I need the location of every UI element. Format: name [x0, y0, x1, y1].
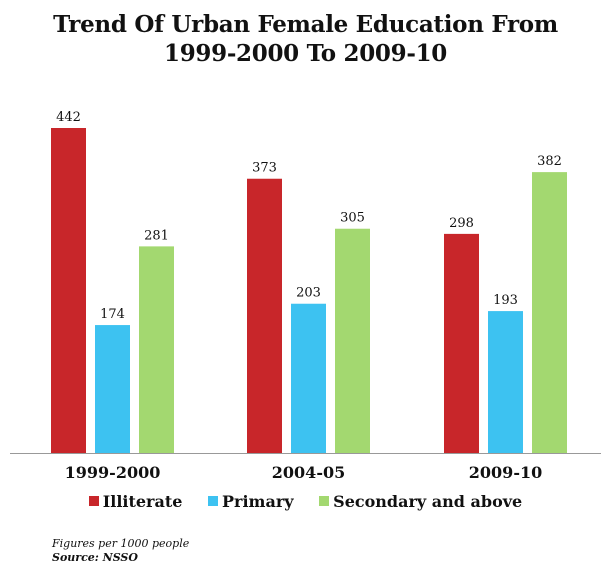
bar-illiterate-1	[51, 128, 86, 453]
bar-secondary-1	[139, 246, 174, 453]
data-label-primary-1: 174	[100, 307, 125, 322]
chart-legend: Illiterate Primary Secondary and above	[0, 492, 611, 511]
bar-secondary-3	[532, 172, 567, 453]
category-label-2: 2004-05	[272, 463, 345, 480]
data-label-illiterate-3: 298	[449, 216, 474, 231]
chart-notes: Figures per 1000 people Source: NSSO	[52, 537, 189, 565]
data-label-secondary-1: 281	[144, 228, 169, 243]
bar-illiterate-3	[444, 233, 479, 453]
bar-primary-1	[95, 325, 130, 453]
category-label-1: 1999-2000	[65, 463, 161, 480]
legend-label-primary: Primary	[222, 492, 294, 511]
legend-swatch-illiterate	[88, 496, 99, 506]
bar-primary-3	[488, 311, 523, 453]
category-label-3: 2009-10	[469, 463, 542, 480]
legend-label-illiterate: Illiterate	[102, 492, 183, 511]
figures-note: Figures per 1000 people	[52, 537, 190, 550]
data-label-secondary-2: 305	[340, 211, 365, 226]
legend-item-illiterate: Illiterate	[88, 492, 183, 511]
legend-swatch-primary	[208, 496, 218, 506]
data-label-primary-3: 193	[493, 293, 518, 308]
data-label-primary-2: 203	[296, 286, 321, 301]
chart-title-line-2: 1999-2000 To 2009-10	[164, 40, 447, 67]
bar-chart: 442 174 281 1999-2000 373 203 305 2004-05 298 193…	[10, 110, 601, 480]
legend-item-secondary: Secondary and above	[319, 492, 522, 511]
bar-primary-2	[291, 303, 326, 453]
legend-item-primary: Primary	[208, 492, 294, 511]
chart-title: Trend Of Urban Female Education From 199…	[0, 10, 611, 68]
data-label-illiterate-2: 373	[252, 161, 277, 176]
legend-swatch-secondary	[319, 496, 330, 506]
source-note: Source: NSSO	[52, 551, 138, 564]
data-label-illiterate-1: 442	[56, 110, 81, 125]
bar-secondary-2	[335, 228, 370, 453]
data-label-secondary-3: 382	[537, 154, 562, 169]
bar-illiterate-2	[247, 178, 282, 453]
chart-title-line-1: Trend Of Urban Female Education From	[53, 11, 558, 38]
legend-label-secondary: Secondary and above	[333, 492, 523, 511]
